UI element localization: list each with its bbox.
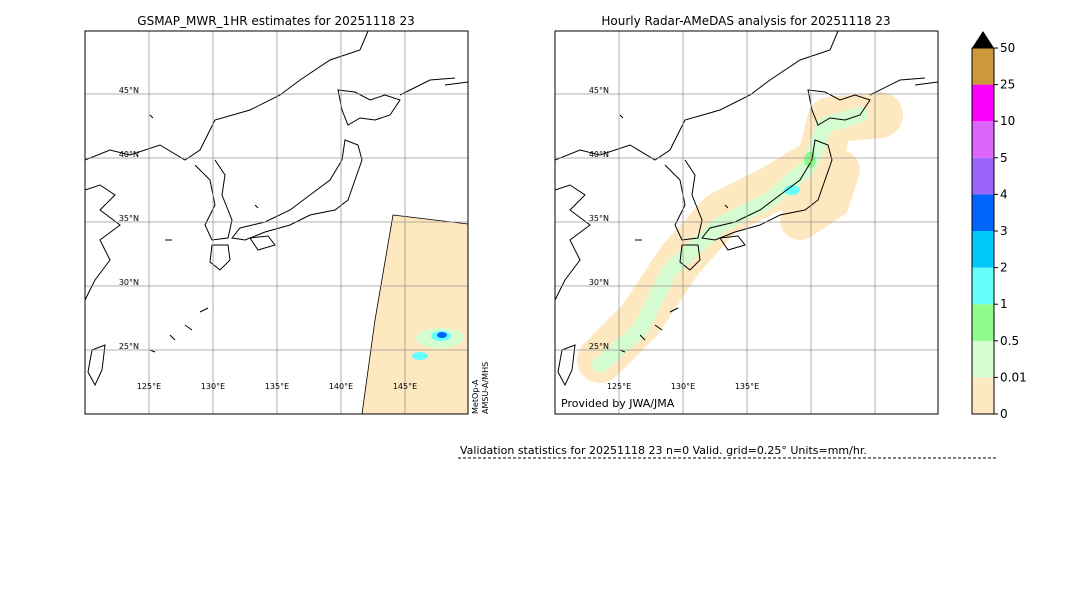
- lon-label: 125°E: [607, 382, 631, 391]
- precip-area: [804, 152, 816, 168]
- panel-title: Hourly Radar-AMeDAS analysis for 2025111…: [601, 14, 890, 28]
- precip-swath: [361, 214, 468, 414]
- colorbar-label: 5: [1000, 151, 1008, 165]
- satellite-label: MetOp-A: [471, 379, 480, 414]
- colorbar-segment: [972, 157, 994, 195]
- colorbar-label: 25: [1000, 78, 1015, 92]
- precip-area: [412, 352, 428, 360]
- colorbar-label: 10: [1000, 114, 1015, 128]
- lon-label: 145°E: [393, 382, 417, 391]
- precip-area: [780, 150, 860, 240]
- colorbar-label: 3: [1000, 224, 1008, 238]
- lat-label: 45°N: [119, 86, 139, 95]
- colorbar-segment: [972, 340, 994, 378]
- lon-label: 135°E: [265, 382, 289, 391]
- lat-label: 45°N: [589, 86, 609, 95]
- lon-label: 125°E: [137, 382, 161, 391]
- lat-label: 25°N: [589, 342, 609, 351]
- colorbar-segment: [972, 267, 994, 305]
- lat-label: 35°N: [119, 214, 139, 223]
- lon-label: 135°E: [735, 382, 759, 391]
- lat-label: 25°N: [119, 342, 139, 351]
- colorbar-label: 4: [1000, 187, 1008, 201]
- panel-title: GSMAP_MWR_1HR estimates for 20251118 23: [137, 14, 414, 28]
- colorbar: 0 0.01 0.5 1 2 3 4 5 10 25 50: [971, 31, 1027, 421]
- credit: Provided by JWA/JMA: [561, 397, 675, 410]
- lat-label: 40°N: [589, 150, 609, 159]
- colorbar-segment: [972, 231, 994, 268]
- lon-label: 140°E: [329, 382, 353, 391]
- map-frame: [554, 30, 939, 415]
- lat-label: 35°N: [589, 214, 609, 223]
- colorbar-segment: [972, 304, 994, 341]
- lon-label: 130°E: [201, 382, 225, 391]
- lat-label: 40°N: [119, 150, 139, 159]
- map-panel: [85, 31, 468, 414]
- colorbar-label: 0: [1000, 407, 1008, 421]
- colorbar-label: 50: [1000, 41, 1015, 55]
- colorbar-label: 0.5: [1000, 334, 1019, 348]
- validation-text: Validation statistics for 20251118 23 n=…: [460, 444, 867, 457]
- precip-area: [784, 185, 800, 195]
- colorbar-extend: [972, 31, 994, 48]
- lat-label: 30°N: [589, 278, 609, 287]
- colorbar-label: 1: [1000, 297, 1008, 311]
- lon-label: 130°E: [671, 382, 695, 391]
- colorbar-segment: [972, 121, 994, 158]
- precip-area: [437, 332, 447, 338]
- colorbar-segment: [972, 84, 994, 122]
- colorbar-label: 0.01: [1000, 370, 1027, 384]
- lat-label: 30°N: [119, 278, 139, 287]
- colorbar-segment: [972, 377, 994, 414]
- colorbar-segment: [972, 48, 994, 85]
- map-panel: [555, 31, 938, 414]
- colorbar-segment: [972, 194, 994, 231]
- colorbar-label: 2: [1000, 261, 1008, 275]
- precip-area: [592, 107, 868, 373]
- map-frame: [84, 30, 469, 415]
- sensor-label: AMSU-A/MHS: [481, 362, 490, 414]
